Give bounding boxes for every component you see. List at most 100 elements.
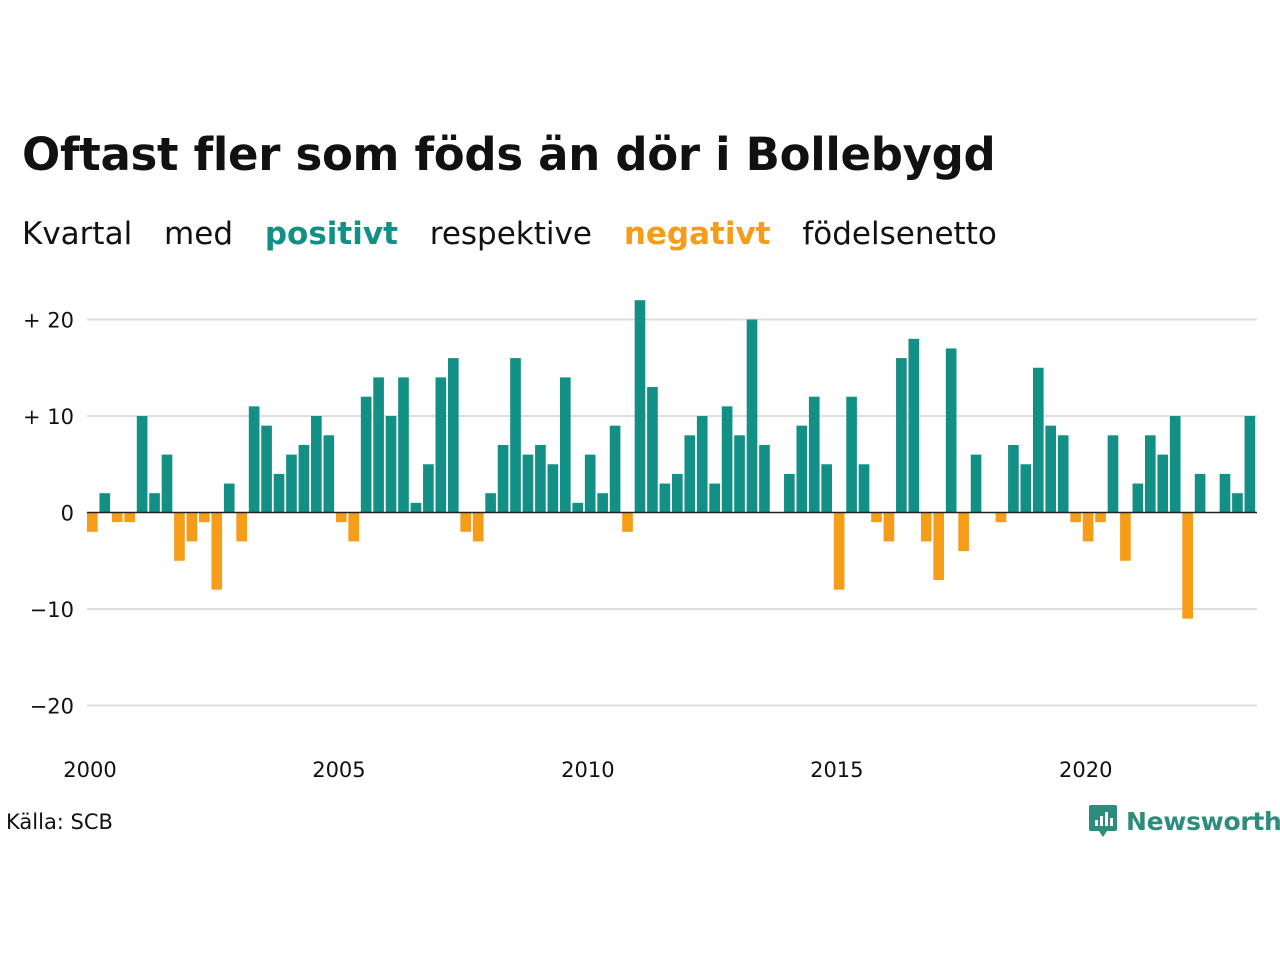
bars	[87, 300, 1256, 619]
brand-name: Newsworthy	[1126, 806, 1280, 836]
bar	[709, 483, 720, 513]
bar	[497, 444, 509, 513]
bar	[236, 512, 248, 542]
bar	[522, 454, 534, 513]
x-tick-label: 2015	[810, 758, 863, 782]
bar	[647, 387, 658, 513]
bar	[896, 358, 907, 513]
bar-chart: + 20 + 10 0 −10 −20 2000 2005 2010 2015 2020	[23, 300, 1257, 782]
bar	[373, 377, 384, 513]
bar	[1045, 425, 1057, 513]
subtitle-word-med: med	[164, 216, 233, 252]
bar	[223, 483, 235, 513]
bar	[833, 512, 845, 590]
bar	[1057, 435, 1069, 513]
bar	[335, 512, 347, 523]
bar	[609, 425, 621, 513]
bar	[746, 319, 758, 513]
subtitle-word-fodelsenetto: födelsenetto	[802, 216, 997, 252]
y-tick-label: −10	[30, 598, 74, 622]
bar	[1169, 416, 1181, 513]
bar	[1157, 454, 1169, 513]
bar	[298, 444, 310, 513]
bar	[659, 483, 671, 513]
bar	[559, 377, 571, 513]
bar	[211, 512, 223, 590]
y-tick-label: 0	[61, 502, 74, 526]
bar	[186, 512, 198, 542]
bar	[360, 396, 372, 513]
bar	[908, 338, 920, 513]
bar	[510, 358, 521, 513]
bar	[634, 300, 646, 513]
bar	[410, 502, 422, 513]
bar	[858, 464, 870, 513]
bar	[1095, 512, 1106, 523]
bar	[1008, 444, 1019, 513]
bar	[1020, 464, 1032, 513]
bar	[323, 435, 335, 513]
bar	[273, 473, 285, 513]
y-tick-label: + 10	[23, 405, 74, 429]
chart-title: Oftast fler som föds än dör i Bollebygd	[22, 128, 996, 181]
bar	[684, 435, 696, 513]
bar	[398, 377, 409, 513]
bar	[1144, 435, 1156, 513]
bar	[460, 512, 472, 532]
bar	[472, 512, 484, 542]
bar	[622, 512, 633, 532]
bar	[970, 454, 982, 513]
bar	[1132, 483, 1144, 513]
bar	[734, 435, 745, 513]
bar	[248, 406, 260, 513]
bar	[1219, 473, 1231, 513]
x-tick-label: 2005	[312, 758, 365, 782]
bar	[136, 416, 148, 513]
brand-logo: Newsworthy	[1088, 803, 1280, 839]
bar	[759, 444, 770, 513]
y-tick-label: −20	[30, 695, 74, 719]
bar	[597, 493, 608, 513]
bar	[846, 396, 857, 513]
bar	[1107, 435, 1119, 513]
bar	[808, 396, 820, 513]
bar	[572, 502, 584, 513]
bar	[871, 512, 882, 523]
x-tick-label: 2010	[561, 758, 614, 782]
bar	[311, 416, 322, 513]
x-tick-label: 2020	[1059, 758, 1112, 782]
axes: + 20 + 10 0 −10 −20 2000 2005 2010 2015 2020	[23, 309, 1257, 782]
bar	[261, 425, 272, 513]
bar	[796, 425, 808, 513]
bar	[696, 416, 708, 513]
subtitle-positive: positivt	[264, 216, 398, 252]
bar	[385, 416, 397, 513]
bar	[547, 464, 559, 513]
grid-lines	[87, 318, 1257, 707]
bar	[485, 493, 496, 513]
bar	[286, 454, 297, 513]
subtitle-negative: negativt	[623, 216, 771, 252]
bar	[87, 512, 98, 532]
bar	[1070, 512, 1081, 523]
bar	[584, 454, 596, 513]
chart-subtitle: Kvartal med positivt respektive negativt…	[22, 216, 1019, 252]
bar	[423, 464, 434, 513]
bar	[174, 512, 185, 561]
bar	[995, 512, 1007, 523]
bar	[1232, 493, 1243, 513]
x-tick-label: 2000	[63, 758, 116, 782]
y-tick-label: + 20	[23, 309, 74, 333]
bar	[1244, 416, 1256, 513]
source-note: Källa: SCB	[6, 810, 113, 834]
bar	[348, 512, 360, 542]
bar	[821, 464, 833, 513]
bar	[958, 512, 969, 552]
bar	[1032, 367, 1044, 513]
bar	[945, 348, 957, 513]
bar	[124, 512, 135, 523]
subtitle-word-kvartal: Kvartal	[22, 216, 133, 252]
bar	[672, 473, 683, 513]
bar	[1182, 512, 1193, 619]
bar	[920, 512, 932, 542]
